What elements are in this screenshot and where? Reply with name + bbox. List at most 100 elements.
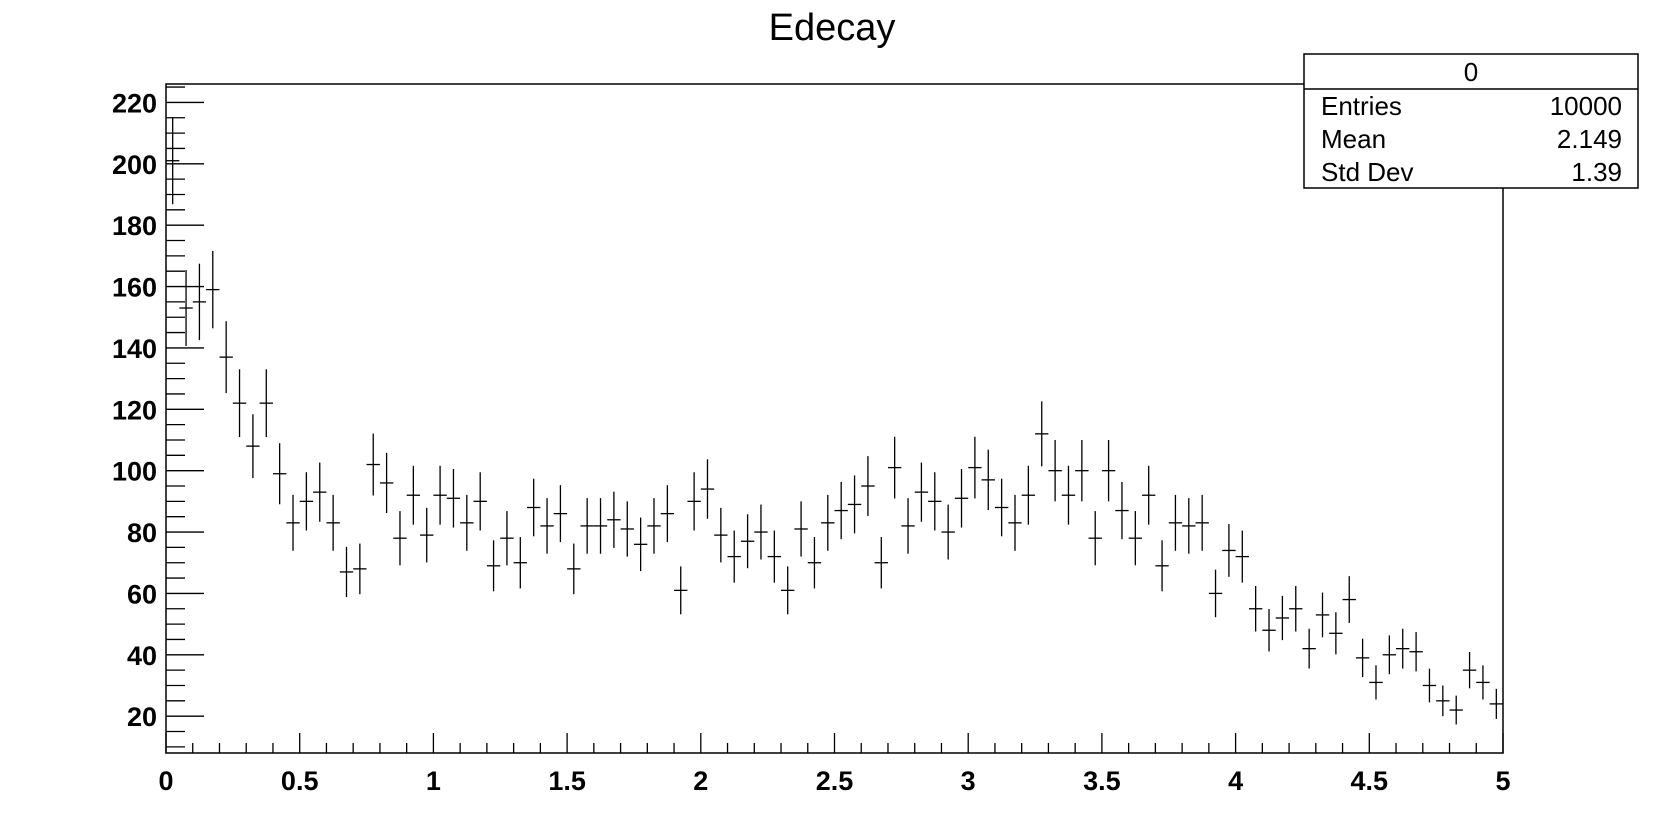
data-point	[1142, 465, 1156, 525]
data-point	[1035, 401, 1049, 467]
y-tick-label: 140	[112, 334, 157, 364]
data-point	[326, 494, 340, 551]
y-axis: 20 40 60 80 100 120 140 160 180 200 220	[112, 86, 204, 748]
y-tick-label: 120	[112, 395, 157, 425]
data-point	[1208, 569, 1223, 618]
data-point	[1489, 688, 1503, 719]
data-point	[1182, 498, 1196, 554]
data-point	[433, 465, 447, 525]
data-point	[674, 566, 688, 615]
data-point	[1168, 494, 1183, 551]
chart-title: Edecay	[769, 7, 896, 49]
data-point	[861, 456, 875, 516]
stats-stddev-label: Std Dev	[1321, 157, 1414, 187]
data-point	[446, 469, 461, 528]
data-point	[192, 263, 207, 341]
y-tick-label: 180	[112, 211, 157, 241]
stats-box: 0 Entries 10000 Mean 2.149 Std Dev 1.39	[1303, 53, 1639, 189]
y-tick-label: 60	[127, 579, 157, 609]
data-point	[660, 485, 675, 543]
data-point	[1128, 511, 1143, 566]
y-tick-label: 220	[112, 88, 157, 118]
data-point	[620, 501, 634, 557]
data-point	[807, 537, 822, 589]
x-tick-label: 3	[961, 766, 976, 796]
data-point	[1048, 439, 1062, 502]
data-point	[1088, 511, 1102, 566]
data-point	[754, 504, 768, 560]
data-point	[727, 530, 741, 583]
stats-entries-value: 10000	[1550, 91, 1622, 121]
data-point	[1302, 628, 1316, 669]
data-point	[1275, 595, 1290, 641]
data-point	[473, 472, 487, 531]
data-point	[313, 462, 327, 522]
data-point	[740, 514, 755, 569]
data-point	[393, 511, 407, 566]
data-point	[540, 498, 554, 554]
data-point	[553, 485, 568, 543]
data-point	[1248, 586, 1263, 632]
data-point	[259, 369, 273, 438]
stats-entries-label: Entries	[1321, 91, 1402, 121]
data-point	[1008, 494, 1022, 551]
data-point	[206, 250, 220, 329]
data-point	[1436, 685, 1450, 717]
y-tick-label: 160	[112, 273, 157, 303]
y-tick-label: 200	[112, 150, 157, 180]
data-point	[1222, 524, 1236, 577]
stats-mean-label: Mean	[1321, 124, 1386, 154]
x-tick-label: 2.5	[816, 766, 854, 796]
data-point	[954, 469, 969, 528]
data-point	[767, 530, 782, 583]
data-point	[1382, 635, 1397, 675]
y-tick-label: 80	[127, 518, 157, 548]
data-point	[526, 478, 541, 537]
data-point	[366, 433, 380, 496]
data-points	[166, 117, 1503, 725]
data-point	[500, 511, 514, 566]
data-point	[1449, 695, 1463, 725]
data-point	[874, 537, 888, 589]
data-point	[1115, 481, 1129, 540]
data-point	[647, 498, 661, 554]
data-point	[607, 491, 621, 548]
data-point	[834, 481, 848, 540]
stats-box-title: 0	[1464, 57, 1478, 87]
x-tick-label: 1.5	[548, 766, 586, 796]
data-point	[968, 436, 982, 499]
plot-frame	[165, 83, 1504, 754]
data-point	[232, 369, 247, 438]
data-point	[219, 321, 233, 394]
data-point	[460, 494, 474, 551]
data-point	[580, 498, 594, 554]
data-point	[687, 472, 701, 531]
data-point	[847, 475, 862, 534]
data-point	[1155, 540, 1169, 592]
data-point	[1235, 530, 1249, 583]
data-point	[1195, 494, 1209, 551]
data-point	[246, 414, 260, 479]
stats-mean-value: 2.149	[1557, 124, 1622, 154]
data-point	[1075, 439, 1089, 502]
x-tick-label: 0.5	[281, 766, 319, 796]
data-point	[1396, 628, 1410, 669]
data-point	[714, 507, 728, 563]
data-point	[1021, 465, 1036, 525]
data-point	[1315, 592, 1330, 638]
data-point	[941, 504, 955, 560]
data-point	[794, 501, 808, 557]
data-point	[1462, 651, 1477, 689]
data-point	[914, 462, 929, 522]
x-axis: 0 0.5 1 1.5 2 2.5 3 3.5 4 4.5 5	[158, 733, 1511, 796]
y-tick-label: 20	[127, 702, 157, 732]
data-point	[700, 459, 715, 519]
data-point	[1369, 665, 1383, 700]
y-tick-label: 40	[127, 641, 157, 671]
data-point	[781, 566, 795, 615]
x-tick-label: 3.5	[1083, 766, 1121, 796]
x-tick-label: 2	[693, 766, 708, 796]
data-point	[353, 543, 367, 595]
x-tick-label: 0	[158, 766, 173, 796]
